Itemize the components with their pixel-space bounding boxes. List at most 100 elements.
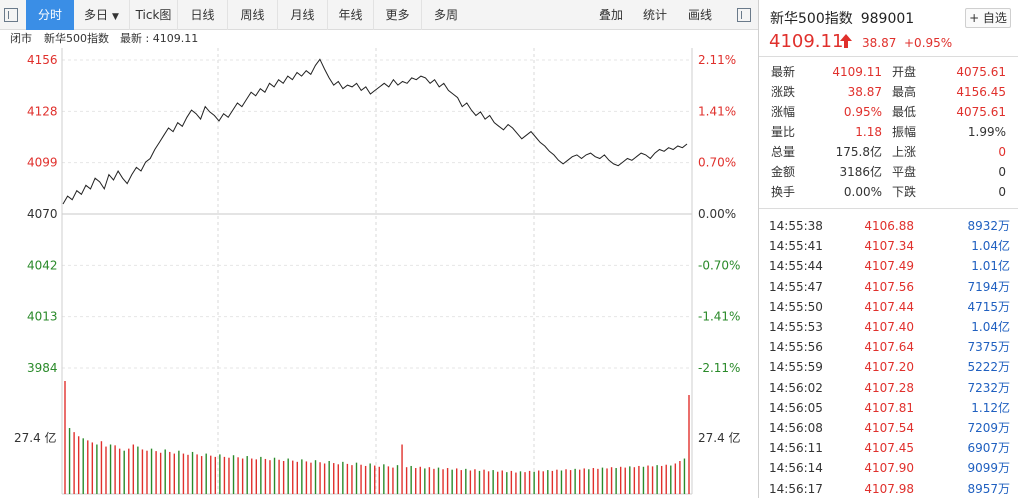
tab-weekly[interactable]: 周线 [228, 0, 278, 30]
tab-intraday[interactable]: 分时 [26, 0, 74, 30]
stat-label: 下跌 [892, 185, 917, 199]
arrow-up-icon [840, 34, 852, 48]
tab-multi-period[interactable]: 多周 [433, 8, 458, 22]
tick-price: 4107.20 [864, 360, 914, 375]
tick-volume: 5222万 [967, 360, 1010, 375]
stat-label: 量比 [771, 125, 796, 139]
tick-row: 14:55:50 4107.44 4715万 [759, 297, 1018, 317]
tick-time: 14:55:47 [769, 279, 823, 294]
stat-value: 0.00% [843, 185, 882, 199]
tick-row: 14:55:53 4107.40 1.04亿 [759, 317, 1018, 337]
tick-price: 4107.49 [864, 259, 914, 274]
tick-time: 14:55:50 [769, 299, 823, 314]
index-name-label: 新华500指数 [44, 32, 109, 45]
tab-more[interactable]: 更多 [374, 0, 422, 30]
tick-row: 14:56:11 4107.45 6907万 [759, 438, 1018, 458]
tick-time: 14:56:08 [769, 421, 823, 435]
stat-value: 0 [998, 165, 1006, 179]
price-tick-label: 4070 [27, 207, 58, 221]
latest-price-label: 最新 : 4109.11 [120, 32, 199, 45]
price-tick-label: 4156 [27, 53, 58, 67]
price-line [62, 58, 688, 205]
tick-time: 14:55:53 [769, 320, 823, 334]
stat-label: 平盘 [892, 165, 917, 179]
tick-price: 4107.90 [864, 461, 914, 476]
tick-price: 4107.34 [864, 239, 914, 254]
tick-time: 14:56:14 [769, 461, 823, 476]
add-watchlist-button[interactable]: + 自选 [965, 8, 1011, 28]
stat-label: 开盘 [892, 65, 917, 79]
stat-value: 4075.61 [956, 105, 1006, 119]
stat-label: 涨幅 [771, 105, 796, 119]
tab-daily[interactable]: 日线 [178, 0, 228, 30]
pct-tick-label: -0.70% [698, 258, 740, 272]
volume-axis-label: 27.4 亿 [698, 430, 741, 445]
volume-axis-label: 27.4 亿 [14, 430, 57, 445]
tick-row: 14:56:02 4107.28 7232万 [759, 378, 1018, 398]
tick-price: 4107.64 [864, 340, 914, 355]
stat-value: 0.95% [843, 105, 882, 119]
price-tick-label: 3984 [27, 361, 58, 375]
stat-label: 振幅 [892, 125, 917, 139]
tab-multiday[interactable]: 多日 ▼ [74, 0, 130, 30]
tick-volume: 7194万 [967, 279, 1010, 294]
stat-row: 总量 175.8亿 上涨 0 [759, 142, 1018, 162]
chart-info-bar: 闭市 新华500指数 最新 : 4109.11 [0, 30, 758, 48]
tick-price: 4107.28 [864, 380, 914, 395]
stat-value: 0 [998, 185, 1006, 199]
tick-volume: 1.12亿 [971, 400, 1010, 415]
tick-volume: 1.04亿 [971, 239, 1010, 254]
stat-value: 4156.45 [956, 85, 1006, 99]
tick-volume: 9099万 [967, 461, 1010, 476]
sidebar-toggle-icon[interactable] [4, 8, 18, 22]
tick-volume: 7209万 [967, 421, 1010, 435]
tab-yearly[interactable]: 年线 [328, 0, 374, 30]
stat-row: 最新 4109.11 开盘 4075.61 [759, 62, 1018, 82]
tick-row: 14:55:44 4107.49 1.01亿 [759, 256, 1018, 276]
pct-tick-label: 1.41% [698, 104, 736, 118]
tick-row: 14:55:59 4107.20 5222万 [759, 357, 1018, 377]
statistics-button[interactable]: 统计 [643, 8, 668, 22]
stat-value: 1.18 [855, 125, 882, 139]
tick-row: 14:56:17 4107.98 8957万 [759, 479, 1018, 498]
stat-value: 4075.61 [956, 65, 1006, 79]
tick-volume: 7232万 [967, 380, 1010, 395]
price-tick-label: 4099 [27, 156, 58, 170]
tick-volume: 8957万 [967, 481, 1010, 496]
pct-tick-label: 0.00% [698, 207, 736, 221]
tick-row: 14:55:41 4107.34 1.04亿 [759, 236, 1018, 256]
tick-price: 4107.54 [864, 421, 914, 435]
stat-label: 金额 [771, 165, 796, 179]
chevron-down-icon: ▼ [112, 12, 119, 22]
tick-volume: 1.04亿 [971, 320, 1010, 334]
price-tick-label: 4013 [27, 310, 58, 324]
tick-price: 4107.40 [864, 320, 914, 334]
tab-monthly[interactable]: 月线 [278, 0, 328, 30]
tick-price: 4107.44 [864, 299, 914, 314]
tick-time: 14:55:38 [769, 219, 823, 233]
stat-label: 最新 [771, 65, 796, 79]
tick-row: 14:56:08 4107.54 7209万 [759, 418, 1018, 438]
overlay-button[interactable]: 叠加 [599, 8, 624, 22]
stat-row: 涨幅 0.95% 最低 4075.61 [759, 102, 1018, 122]
tick-volume: 1.01亿 [971, 259, 1010, 274]
current-price: 4109.11 [769, 31, 844, 52]
tick-row: 14:56:14 4107.90 9099万 [759, 458, 1018, 478]
tick-volume: 8932万 [967, 219, 1010, 233]
stat-row: 换手 0.00% 下跌 0 [759, 182, 1018, 202]
tick-time: 14:56:02 [769, 380, 823, 395]
tab-tick[interactable]: Tick图 [130, 0, 178, 30]
pct-tick-label: 0.70% [698, 156, 736, 170]
intraday-chart[interactable]: 4156 4128 4099 4070 4042 4013 3984 2.11% 1.41% 0.… [0, 48, 758, 498]
tick-volume: 7375万 [967, 340, 1010, 355]
stat-label: 换手 [771, 185, 796, 199]
tick-price: 4107.56 [864, 279, 914, 294]
draw-line-button[interactable]: 画线 [688, 8, 713, 22]
tick-row: 14:55:56 4107.64 7375万 [759, 337, 1018, 357]
tick-time: 14:56:11 [769, 441, 823, 456]
panel-toggle-icon[interactable] [737, 8, 751, 22]
stat-value: 4109.11 [832, 65, 882, 79]
tick-time: 14:55:56 [769, 340, 823, 355]
pct-tick-label: -2.11% [698, 361, 740, 375]
